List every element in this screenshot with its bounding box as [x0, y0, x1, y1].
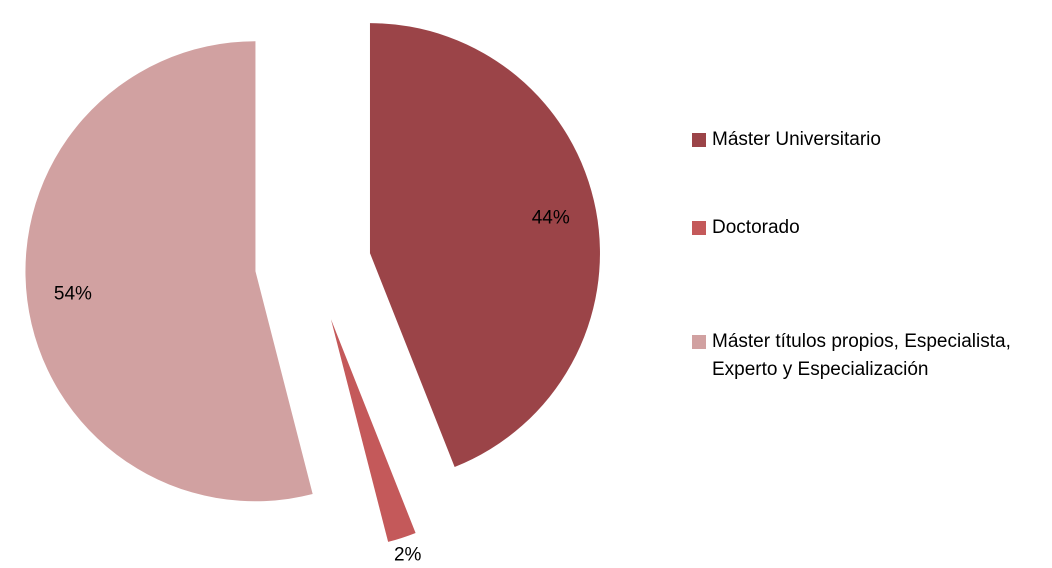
data-label: 54%: [54, 283, 92, 304]
legend-swatch: [692, 221, 706, 235]
legend-swatch: [692, 133, 706, 147]
pie-slice: [25, 41, 313, 502]
legend-swatch: [692, 335, 706, 349]
data-label: 44%: [532, 208, 570, 229]
pie-slice: [330, 319, 416, 542]
pie-slice: [369, 23, 600, 467]
legend-entry: Doctorado: [692, 214, 1048, 242]
legend-label: Máster Universitario: [712, 129, 881, 150]
legend-label: Máster títulos propios, Especialista, Ex…: [712, 331, 1011, 380]
legend-entry: Máster Universitario: [692, 126, 1048, 154]
legend-entry: Máster títulos propios, Especialista, Ex…: [692, 328, 1048, 384]
legend-label: Doctorado: [712, 217, 800, 238]
data-label: 2%: [394, 544, 422, 565]
